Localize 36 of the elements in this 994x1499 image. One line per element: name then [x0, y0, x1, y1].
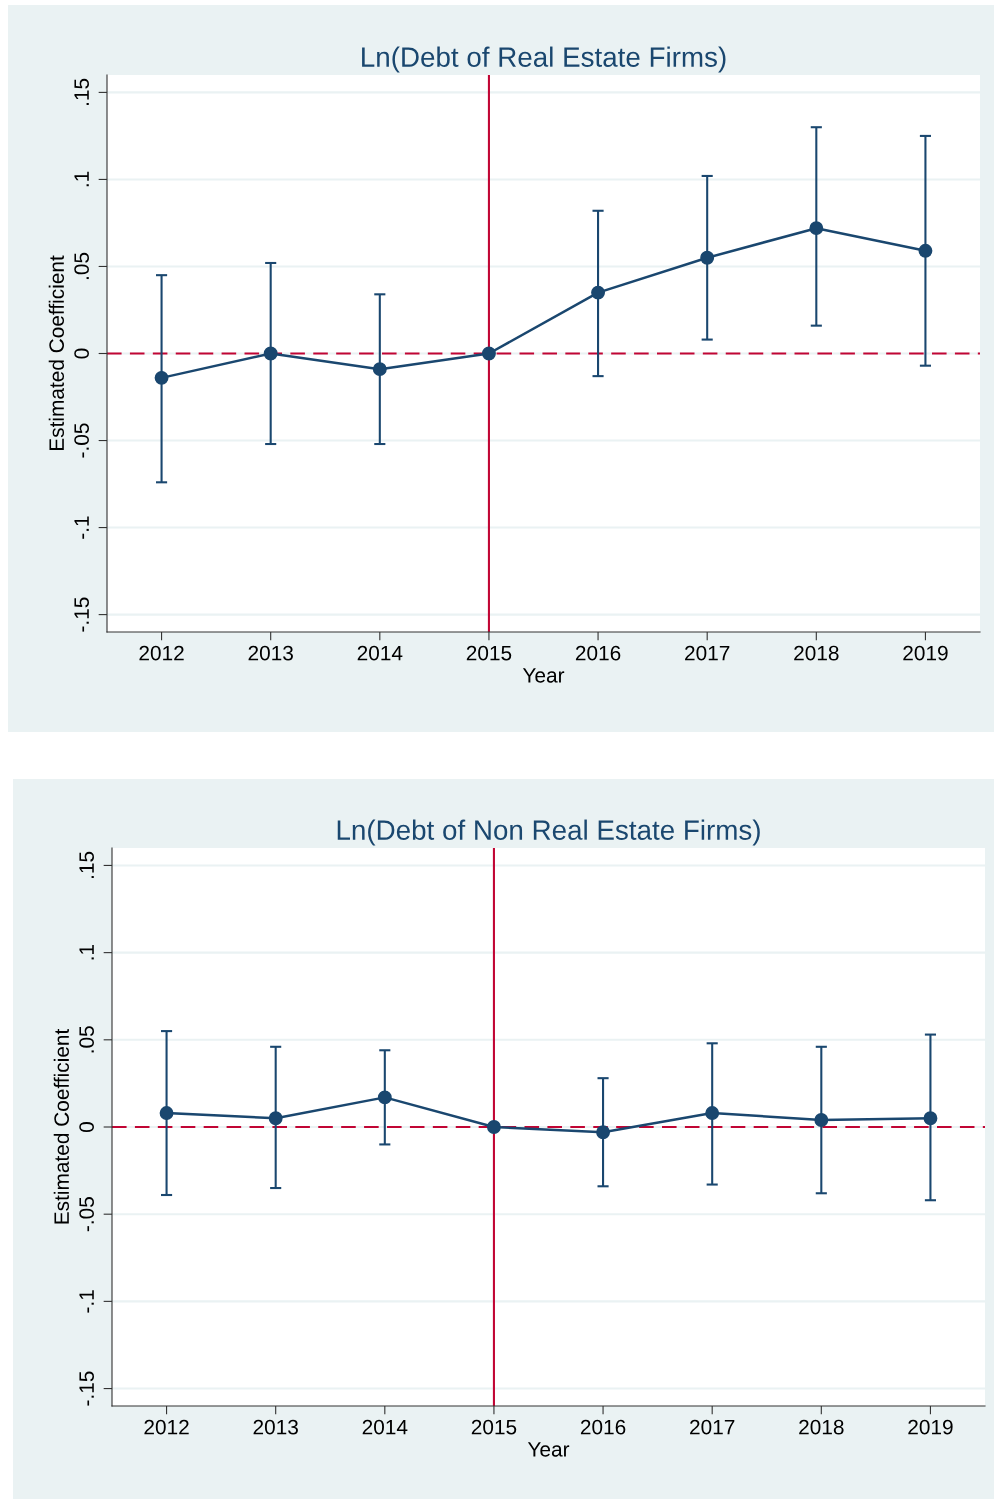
y-tick-label: -.1	[74, 516, 89, 539]
x-tick-label: 2018	[799, 1419, 844, 1435]
y-axis-title: Estimated Coefficient	[48, 255, 65, 451]
y-tick-label: -.15	[79, 1371, 94, 1406]
chart-title: Ln(Debt of Real Estate Firms)	[362, 46, 726, 73]
x-tick-label: 2019	[903, 645, 948, 661]
x-tick-label: 2015	[471, 1419, 517, 1435]
y-tick-label: 0	[79, 1122, 94, 1132]
y-tick-label: .15	[79, 851, 94, 879]
y-tick-label: .1	[79, 944, 94, 960]
x-tick-label: 2016	[580, 1419, 626, 1435]
x-tick-label: 2013	[253, 1419, 298, 1435]
x-axis-title: Year	[527, 1442, 570, 1457]
y-tick-label: -.1	[79, 1290, 94, 1313]
x-tick-label: 2014	[357, 645, 403, 661]
chart-title: Ln(Debt of Non Real Estate Firms)	[337, 819, 760, 846]
y-tick-label: .15	[74, 78, 89, 105]
x-tick-label: 2017	[685, 645, 730, 661]
x-tick-label: 2019	[908, 1419, 953, 1435]
y-tick-label: -.15	[74, 597, 89, 632]
x-tick-label: 2015	[466, 645, 512, 661]
x-tick-label: 2012	[144, 1419, 189, 1435]
x-axis-title: Year	[522, 668, 565, 683]
x-tick-label: 2017	[690, 1419, 735, 1435]
y-tick-label: 0	[74, 348, 89, 359]
y-tick-label: -.05	[74, 423, 89, 458]
y-tick-label: .1	[74, 171, 89, 187]
y-tick-label: -.05	[79, 1197, 94, 1232]
x-tick-label: 2014	[362, 1419, 408, 1435]
x-tick-label: 2012	[139, 645, 184, 661]
x-tick-label: 2016	[575, 645, 621, 661]
y-tick-label: .05	[79, 1026, 94, 1053]
y-tick-label: .05	[74, 252, 89, 280]
x-tick-label: 2018	[794, 645, 839, 661]
x-tick-label: 2013	[248, 645, 293, 661]
y-axis-title: Estimated Coefficient	[53, 1028, 70, 1224]
